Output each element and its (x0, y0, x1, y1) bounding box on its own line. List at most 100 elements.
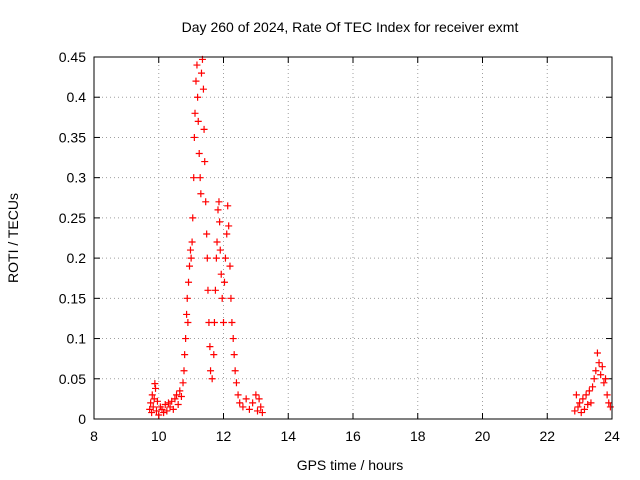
data-point (231, 367, 239, 375)
data-point (181, 351, 189, 359)
data-point (229, 335, 237, 343)
data-point (206, 343, 214, 351)
data-point (194, 93, 202, 101)
data-point (258, 409, 266, 417)
data-point (577, 409, 585, 417)
data-point (174, 401, 182, 409)
data-point (197, 190, 205, 198)
data-point (252, 391, 260, 399)
y-tick-label: 0.1 (67, 331, 87, 347)
x-tick-label: 12 (216, 428, 232, 444)
data-point (223, 230, 231, 238)
data-point (592, 367, 600, 375)
data-point (228, 318, 236, 326)
data-point (574, 403, 582, 411)
grid (94, 57, 612, 419)
data-point (595, 359, 603, 367)
data-points (146, 55, 614, 419)
data-point (163, 407, 171, 415)
data-point (204, 286, 212, 294)
data-point (190, 133, 198, 141)
data-point (190, 174, 198, 182)
data-point (200, 125, 208, 133)
data-point (203, 254, 211, 262)
data-point (227, 294, 235, 302)
tick-labels: 8 10 12 14 16 18 20 22 24 0 0.05 0.1 0.15 0.2 0.25 0.3 0… (59, 49, 620, 444)
data-point (576, 399, 584, 407)
data-point (220, 318, 227, 326)
data-point (201, 158, 209, 166)
data-point (161, 401, 169, 409)
data-point (234, 391, 242, 399)
data-point (580, 405, 588, 413)
x-tick-label: 20 (475, 428, 491, 444)
data-point (224, 202, 232, 210)
data-point (160, 409, 168, 417)
data-point (194, 117, 202, 125)
data-point (589, 383, 597, 391)
data-point (148, 391, 156, 399)
x-tick-label: 8 (90, 428, 98, 444)
data-point (187, 254, 195, 262)
data-point (603, 391, 611, 399)
data-point (184, 318, 192, 326)
data-point (182, 335, 190, 343)
x-axis-title: GPS time / hours (297, 457, 404, 473)
y-tick-label: 0.05 (59, 371, 86, 387)
data-point (214, 206, 222, 214)
data-point (236, 399, 244, 407)
data-point (587, 399, 595, 407)
data-point (207, 367, 215, 375)
data-point (186, 262, 194, 270)
data-point (582, 391, 590, 399)
data-point (211, 286, 219, 294)
data-point (192, 77, 200, 85)
data-point (180, 367, 188, 375)
data-point (226, 262, 234, 270)
data-point (255, 395, 263, 403)
data-point (221, 254, 229, 262)
x-tick-label: 22 (539, 428, 555, 444)
data-point (598, 363, 606, 371)
data-point (216, 246, 224, 254)
data-point (572, 391, 580, 399)
y-tick-label: 0.25 (59, 210, 86, 226)
data-point (193, 61, 201, 69)
data-point (217, 270, 225, 278)
data-point (210, 318, 218, 326)
data-point (155, 411, 163, 419)
data-point (210, 351, 218, 359)
data-point (151, 380, 159, 388)
data-point (148, 409, 156, 417)
data-point (242, 395, 250, 403)
y-tick-label: 0.15 (59, 290, 86, 306)
data-point (571, 407, 579, 415)
data-point (158, 405, 166, 413)
data-point (225, 222, 233, 230)
data-point (179, 379, 187, 387)
data-point (218, 294, 226, 302)
data-point (220, 278, 228, 286)
x-tick-label: 10 (151, 428, 167, 444)
y-tick-label: 0 (78, 411, 86, 427)
data-point (152, 407, 160, 415)
data-point (590, 375, 598, 383)
x-tick-label: 18 (410, 428, 426, 444)
data-point (177, 392, 185, 400)
y-tick-label: 0.45 (59, 49, 86, 65)
y-tick-label: 0.4 (67, 89, 87, 105)
data-point (215, 198, 223, 206)
data-point (191, 109, 199, 117)
data-point (257, 403, 265, 411)
data-point (213, 238, 221, 246)
data-point (152, 384, 160, 392)
data-point (597, 371, 605, 379)
x-tick-label: 16 (345, 428, 361, 444)
x-tick-label: 24 (604, 428, 620, 444)
data-point (593, 349, 601, 357)
plot-frame (93, 56, 613, 420)
data-point (199, 85, 207, 93)
data-point (203, 230, 211, 238)
data-point (249, 399, 257, 407)
y-tick-label: 0.3 (67, 170, 87, 186)
